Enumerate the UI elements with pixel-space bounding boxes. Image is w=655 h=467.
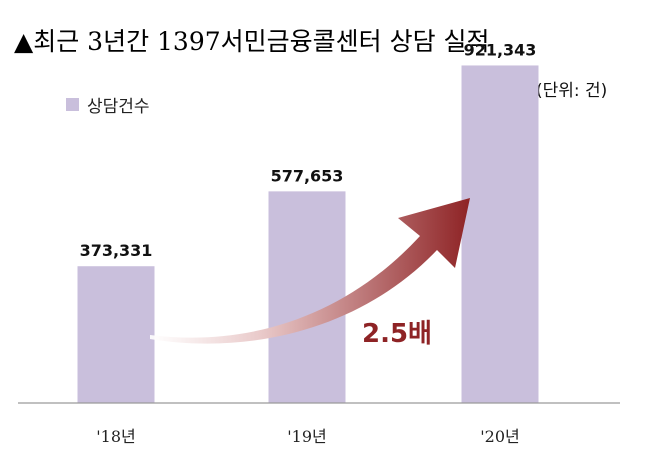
bar-value-label-1: 373,331 [80, 241, 153, 260]
bar-value-label-2: 577,653 [271, 166, 344, 185]
legend-label: 상담건수 [87, 97, 150, 117]
x-tick-label-3: '20년 [480, 427, 519, 446]
chart-title: ▲최근 3년간 1397서민금융콜센터 상담 실적 [14, 27, 490, 56]
legend-swatch [66, 98, 79, 111]
bar-2 [268, 191, 346, 403]
unit-label: (단위: 건) [536, 81, 608, 101]
bar-3 [461, 65, 539, 403]
x-tick-label-1: '18년 [96, 427, 135, 446]
bar-1 [77, 266, 155, 403]
value-labels-layer: 373,331 577,653 921,343 [80, 40, 537, 260]
bars-layer [77, 65, 539, 403]
legend: 상담건수 [66, 92, 150, 117]
growth-annotation: 2.5배 [362, 319, 432, 349]
bar-value-label-3: 921,343 [464, 40, 537, 59]
x-axis-ticks: '18년 '19년 '20년 [96, 427, 519, 446]
x-tick-label-2: '19년 [287, 427, 326, 446]
growth-arrow [150, 198, 470, 344]
